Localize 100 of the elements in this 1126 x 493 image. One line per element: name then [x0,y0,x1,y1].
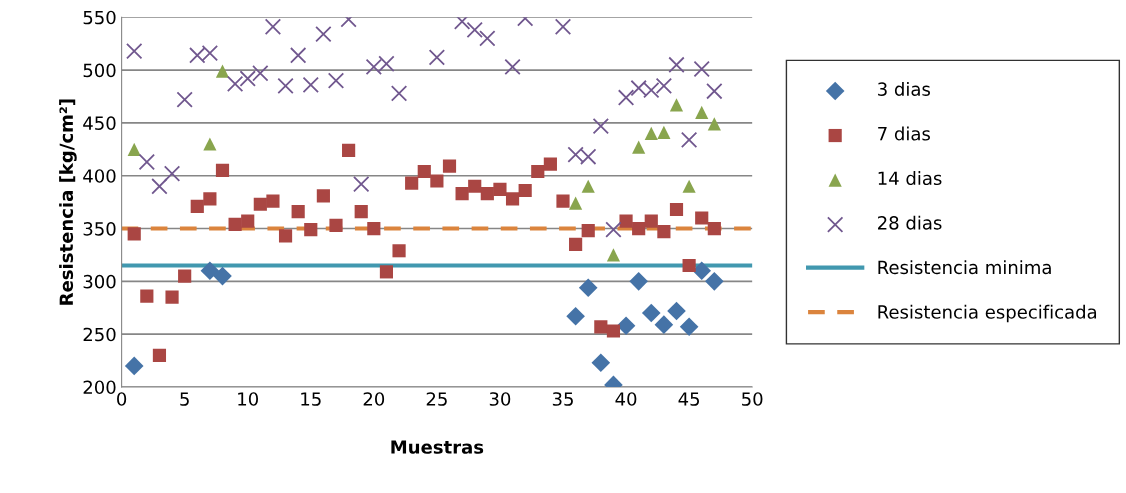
point [277,77,294,95]
point [616,316,636,336]
point [605,221,622,238]
point [505,192,520,206]
point [226,75,244,92]
point [152,348,167,362]
point [417,164,431,179]
y-tick-label: 350 [83,222,116,236]
y-tick-label: 200 [83,380,116,395]
y-tick-label: 550 [83,10,116,25]
point [641,303,661,323]
point [679,317,699,337]
x-tick-label: 50 [742,392,763,406]
x-tick-label: 10 [238,392,259,406]
x-tick-label: 15 [301,392,321,406]
legend-label: 14 dias [878,171,942,186]
point [707,117,721,131]
point [430,174,444,188]
point [253,197,267,211]
x-tick-label: 30 [489,392,511,406]
point [342,143,356,157]
point [442,159,457,173]
point [266,194,280,208]
point [264,18,282,35]
point [695,105,709,119]
y-tick-label: 450 [83,116,116,131]
point [278,229,293,243]
point [682,179,696,193]
point [504,58,521,76]
point [138,153,156,171]
point [304,223,318,237]
y-tick-label: 500 [83,63,116,78]
point [632,140,646,154]
point [591,353,611,373]
point [531,164,545,179]
point [667,301,686,321]
point [543,157,557,171]
point [228,217,242,231]
x-tick-label: 40 [615,392,637,406]
point [126,42,143,60]
point [617,89,635,106]
point [367,221,381,236]
point [466,21,483,39]
point [706,83,723,100]
point [554,18,572,35]
point [252,65,269,82]
point [213,266,232,286]
point [654,315,674,334]
point [695,211,709,225]
point [707,221,721,236]
point [644,126,658,141]
point [455,187,469,201]
point [480,187,494,201]
y-tick-label: 300 [83,274,116,289]
point [241,214,255,228]
point [468,179,482,193]
legend-label: 7 dias [878,126,930,141]
point [592,117,610,135]
x-tick-label: 0 [117,392,127,406]
point [215,64,230,78]
point [163,165,181,182]
point [644,214,658,228]
point [606,248,621,262]
point [379,265,394,279]
point [289,47,307,64]
point [291,205,305,219]
point [518,183,532,198]
point [203,137,217,151]
y-tick-label: 400 [83,169,116,183]
point [556,194,570,208]
point [606,324,621,338]
point [392,244,406,258]
point [124,356,144,376]
point [428,49,446,66]
point [302,76,319,94]
legend-label: Resistencia minima [878,260,1051,275]
point [655,77,673,95]
point [569,196,583,210]
legend-label: Resistencia especificada [878,304,1097,323]
x-tick-label: 25 [426,392,447,406]
point [669,98,684,112]
point [581,179,595,193]
point [329,218,343,232]
x-tick-label: 35 [552,392,573,406]
point [693,60,710,78]
point [176,91,193,108]
point [354,205,368,219]
point [657,125,671,139]
point [353,175,370,193]
point [151,178,168,195]
point [493,182,507,197]
point [692,261,712,281]
point [566,306,585,326]
point [190,199,204,213]
point [569,237,583,251]
point [316,189,330,203]
y-tick-label: 250 [83,327,116,342]
x-tick-label: 20 [363,392,385,406]
y-axis-title: Resistencia [kg/cm²] [59,99,77,305]
point [705,272,724,291]
